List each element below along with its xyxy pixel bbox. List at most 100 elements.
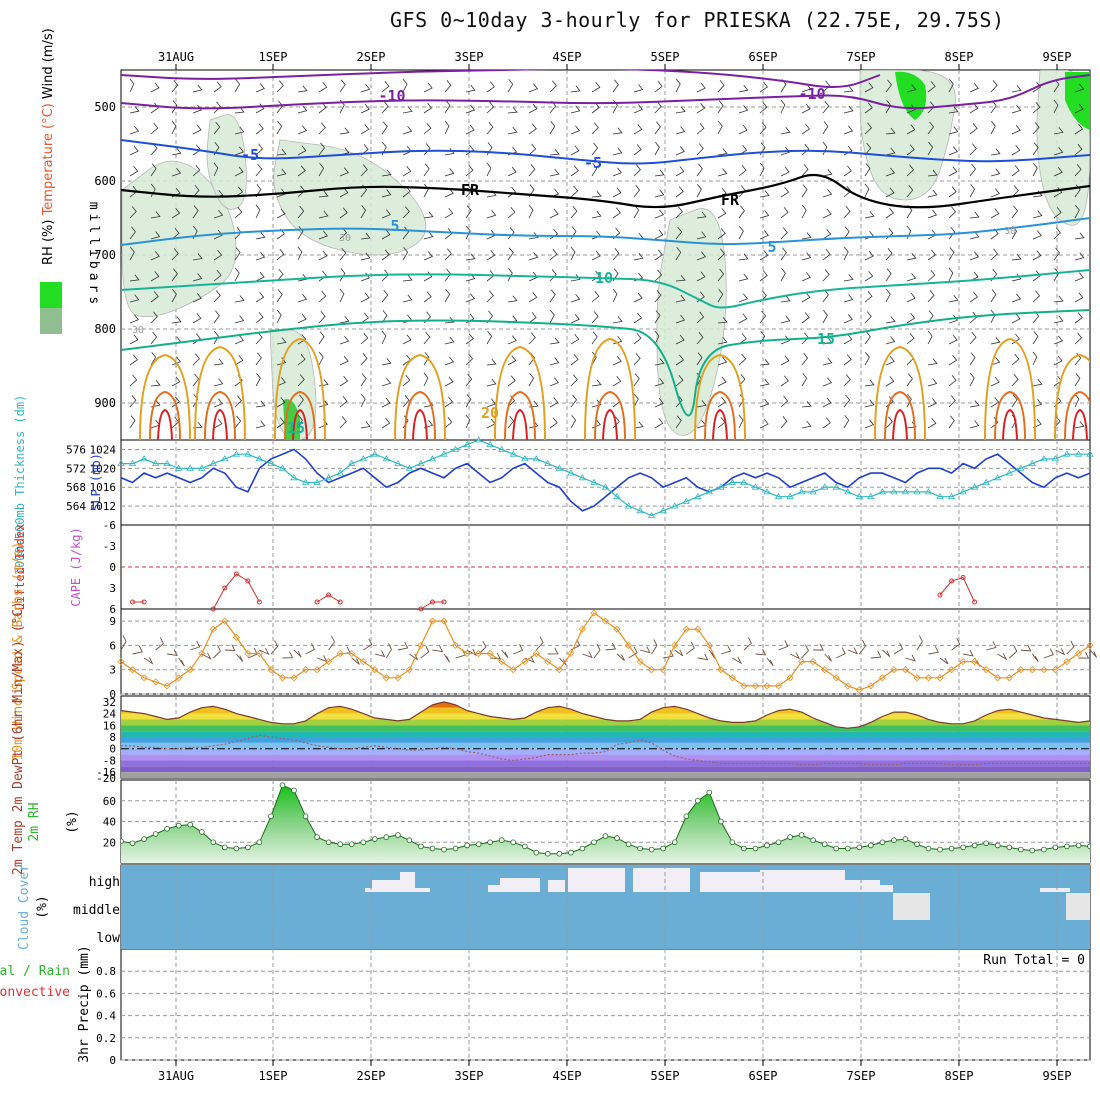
temperature-band	[121, 701, 1090, 708]
wind-barb	[444, 416, 453, 429]
wind-barb	[507, 106, 518, 114]
surface-wind-barb	[224, 644, 236, 651]
wind-barb	[738, 84, 749, 93]
wind-barb	[969, 420, 980, 429]
isotherm-20-loop	[494, 345, 546, 440]
isotherm-minus-5	[121, 139, 1090, 165]
rh-point	[994, 842, 1001, 849]
rain-legend-label: Total / Rain	[0, 964, 70, 979]
rh-area-group	[121, 782, 1090, 863]
rh-point	[983, 840, 989, 847]
wind-barb	[1074, 164, 1082, 177]
wind-barb	[759, 270, 768, 282]
wind-barb	[1011, 205, 1019, 219]
wind-barb	[969, 184, 976, 198]
wind-barb	[276, 337, 287, 345]
wind-barb	[318, 270, 327, 282]
rh-point	[175, 822, 182, 829]
wind-speed-point	[278, 674, 287, 682]
rh-point	[383, 834, 390, 840]
wind-barb	[570, 334, 580, 345]
wind-speed-point	[232, 633, 240, 641]
thickness-point	[809, 488, 817, 495]
bottom-date-label: 1SEP	[259, 1069, 288, 1083]
wind-barb	[213, 81, 222, 93]
wind-barb	[612, 99, 618, 114]
rh-legend-swatch-dark	[40, 308, 62, 334]
wind-barb	[381, 377, 392, 387]
wind-barb	[150, 82, 160, 93]
wind-barb	[276, 80, 284, 93]
wind-speed-point	[636, 658, 644, 666]
wind-barb	[570, 354, 579, 366]
high-cloud-gap	[760, 870, 845, 892]
wind-barb	[990, 396, 1000, 408]
wind-speed-point	[682, 625, 690, 633]
wind-barb	[948, 126, 959, 135]
wind-barb	[297, 85, 308, 93]
wind-barb	[864, 311, 872, 324]
isotherm-20-loop	[984, 337, 1036, 440]
isotherm-20-loop	[274, 337, 326, 440]
wind-barb	[843, 125, 854, 135]
thickness-point	[428, 455, 437, 462]
wind-barb	[822, 249, 831, 261]
wind-barb	[171, 288, 177, 303]
wind-barb	[528, 83, 539, 93]
wind-barb	[675, 186, 684, 198]
wind-barb	[591, 82, 601, 93]
wind-speed-point	[417, 641, 425, 649]
surface-wind-barb	[132, 645, 143, 655]
wind-barb	[633, 84, 644, 93]
wind-barb	[675, 294, 686, 303]
thickness-point	[670, 502, 679, 509]
wind-barb	[948, 146, 958, 156]
high-cloud-gap	[568, 868, 625, 892]
wind-barb	[381, 330, 387, 345]
thickness-line	[121, 439, 1090, 517]
wind-barb	[150, 211, 161, 219]
thickness-point	[278, 464, 287, 471]
wind-barb	[822, 208, 832, 219]
slp-ylabel: SLP (mb)	[89, 453, 103, 511]
wind-barb	[843, 394, 851, 408]
wind-barb	[1032, 398, 1043, 408]
wind-barb	[696, 102, 706, 114]
wind-barb	[654, 169, 665, 177]
surface-wind-barb	[282, 651, 294, 659]
rh-point	[141, 836, 147, 842]
wind-barb	[801, 312, 810, 324]
wind-barb	[549, 397, 559, 408]
thickness-point	[855, 492, 864, 500]
wind-barb	[402, 274, 413, 282]
surface-wind-barb	[201, 652, 212, 660]
thickness-point	[174, 464, 183, 471]
wind-barb	[717, 148, 728, 156]
wind-barb	[780, 295, 791, 303]
wind-speed-point	[267, 666, 275, 674]
dewpoint-line	[121, 734, 1090, 766]
wind-barb	[1032, 162, 1038, 177]
wind-barb	[192, 293, 202, 303]
lifted-index-point	[337, 599, 343, 605]
temp-tick-label: -20	[96, 772, 116, 785]
thickness-point	[544, 459, 552, 466]
wind-barb	[927, 169, 938, 177]
wind-barb	[129, 354, 138, 366]
wind-barb	[318, 82, 328, 93]
freezing-level	[121, 173, 1090, 209]
surface-wind-barb	[1020, 644, 1032, 652]
wind-barb	[801, 184, 808, 198]
wind-speed-point	[117, 658, 125, 666]
wind-barb	[906, 272, 917, 282]
wind-barb	[969, 400, 980, 408]
wind-barb	[864, 122, 873, 135]
wind-barb	[780, 267, 786, 282]
ylabel-part: Wind (m/s)	[41, 28, 56, 99]
wind-barb	[171, 100, 178, 114]
wind-barb	[150, 291, 159, 303]
wind-barb	[381, 417, 391, 429]
wind-barb	[990, 248, 999, 261]
convective-legend-label: Convective	[0, 985, 70, 1000]
surface-wind-barb	[1009, 645, 1018, 659]
